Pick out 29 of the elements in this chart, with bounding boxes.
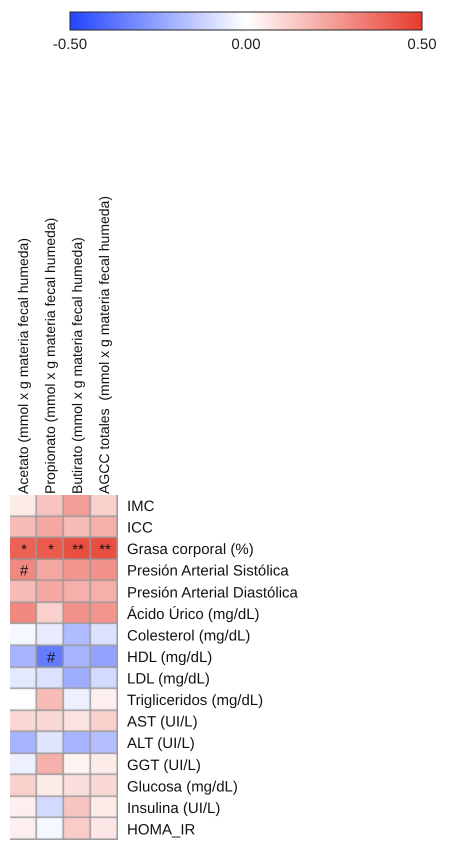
color-bar-label: 0.50 [407,36,437,53]
data-label: # [46,649,56,666]
x-tick-label: Acetato (mmol x g materia fecal humeda) [15,238,32,494]
y-tick-label: GGT (UI/L) [127,756,201,774]
y-tick-label: AST (UI/L) [127,714,198,731]
data-label: # [20,562,29,580]
data-label: * [21,541,28,558]
y-tick-label: IMC [127,498,155,516]
y-tick-label: LDL (mg/dL) [127,670,210,688]
y-tick-label: Insulina (UI/L) [127,800,220,817]
x-tick-label: Butirato (mmol x g materia fecal humeda) [69,237,86,494]
y-tick-label: ALT (UI/L) [127,735,195,752]
y-tick-label: HOMA_IR [127,821,196,838]
y-tick-label: Ácido Úrico (mg/dL) [127,604,260,623]
y-tick-label: HDL (mg/dL) [127,648,212,666]
y-tick-label: ICC [127,520,153,537]
color-bar-label: -0.50 [52,36,88,53]
y-tick-label: Presión Arterial Sistólica [127,562,290,580]
data-label: ** [72,541,84,558]
data-label: ** [99,541,111,558]
x-tick-label: Propionato (mmol x g materia fecal humeda) [42,218,58,494]
x-tick-label: AGCC totales (mmol x g materia fecal humeda) [96,196,112,494]
y-tick-label: Presión Arterial Diastólica [127,584,299,602]
y-tick-label: Glucosa (mg/dL) [127,778,238,796]
y-tick-label: Colesterol (mg/dL) [127,627,250,644]
color-bar-label: 0.00 [231,36,261,53]
y-tick-label: Trigliceridos (mg/dL) [127,692,264,710]
data-label: * [48,541,54,558]
y-tick-label: Grasa corporal (%) [127,541,254,558]
